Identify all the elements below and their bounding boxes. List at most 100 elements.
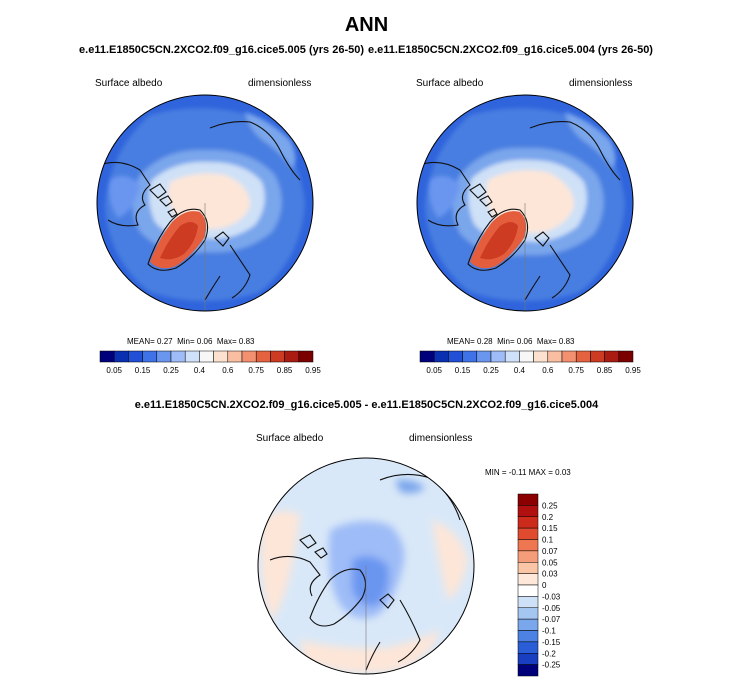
- left-colorbar-swatch-3: [142, 350, 158, 363]
- left-units-label: dimensionless: [248, 78, 312, 89]
- left-colorbar-swatch-4: [156, 350, 172, 363]
- diff-polar-map: [257, 457, 475, 675]
- diff-colorbar-tick-label: -0.25: [542, 661, 561, 670]
- diff-map-positive-west: [261, 511, 300, 620]
- right-map-coast-islands: [469, 183, 498, 218]
- left-min-value: 0.06: [196, 337, 213, 346]
- right-mean-label: MEAN=: [447, 337, 475, 346]
- diff-colorbar-swatch-8: [517, 584, 539, 597]
- diff-map-positive-east: [432, 520, 468, 600]
- left-colorbar-swatch-14: [298, 350, 314, 363]
- left-colorbar: 0.05 0.15 0.25 0.4 0.6 0.75 0.85 0.95: [99, 350, 321, 375]
- diff-colorbar-swatch-1: [517, 505, 539, 517]
- right-colorbar-swatch-8: [533, 350, 549, 363]
- right-mean-value: 0.28: [477, 337, 493, 346]
- right-map-coast-eurasia: [524, 121, 621, 301]
- right-map-coast-canada: [419, 161, 471, 227]
- diff-colorbar-tick-label: -0.1: [542, 627, 556, 636]
- right-colorbar: 0.05 0.15 0.25 0.4 0.6 0.75 0.85 0.95: [419, 350, 641, 375]
- right-map-canada-light: [429, 176, 460, 218]
- diff-max-label: MAX =: [528, 468, 553, 477]
- right-polar-map: [416, 94, 634, 312]
- left-variable-label: Surface albedo: [95, 78, 163, 89]
- left-mean-label: MEAN=: [127, 337, 155, 346]
- left-case-title: e.e11.E1850C5CN.2XCO2.f09_g16.cice5.005 …: [79, 44, 364, 56]
- right-colorbar-swatch-7: [519, 350, 534, 363]
- right-map-greenland-core: [480, 222, 518, 260]
- diff-variable-label: Surface albedo: [256, 433, 324, 444]
- right-colorbar-tick-label: 0.6: [542, 366, 554, 375]
- diff-colorbar-tick-label: 0.1: [542, 536, 554, 545]
- right-min-value: 0.06: [516, 337, 533, 346]
- diff-min-label: MIN =: [485, 468, 507, 477]
- right-case-title: e.e11.E1850C5CN.2XCO2.f09_g16.cice5.004 …: [368, 44, 653, 56]
- left-colorbar-swatch-11: [255, 350, 271, 363]
- diff-colorbar-swatch-11: [517, 618, 539, 631]
- left-map-coast-greenland: [147, 208, 209, 271]
- diff-map-negative-ne: [395, 479, 425, 494]
- diff-units-label: dimensionless: [409, 433, 473, 444]
- left-colorbar-swatch-2: [128, 350, 143, 363]
- right-colorbar-tick-label: 0.75: [568, 366, 584, 375]
- diff-colorbar-swatch-9: [517, 596, 539, 608]
- right-colorbar-swatch-3: [462, 350, 478, 363]
- left-colorbar-swatch-5: [170, 350, 186, 363]
- left-colorbar-tick-label: 0.05: [106, 366, 122, 375]
- right-map-border: [416, 94, 634, 312]
- right-colorbar-swatch-1: [433, 350, 449, 363]
- diff-map-border: [257, 457, 475, 675]
- left-colorbar-swatch-8: [213, 350, 229, 363]
- left-polar-map: [96, 94, 314, 312]
- left-map-coast-islands: [149, 183, 178, 218]
- left-colorbar-tick-label: 0.6: [222, 366, 234, 375]
- diff-colorbar-swatch-3: [517, 527, 539, 540]
- diff-map-coast-canada: [269, 534, 328, 597]
- right-max-label: Max=: [536, 337, 557, 346]
- diff-colorbar-tick-label: 0.2: [542, 513, 554, 522]
- diff-max-value: 0.03: [555, 468, 571, 477]
- left-max-value: 0.83: [238, 337, 255, 346]
- left-map-greenland-core: [160, 222, 198, 260]
- diff-map-negative-core: [352, 556, 389, 606]
- right-units-label: dimensionless: [569, 78, 633, 89]
- diff-colorbar: 0.25 0.2 0.15 0.1 0.07 0.05 0.03 0 -0.03 -0.05 -0.…: [517, 493, 561, 677]
- left-colorbar-swatch-1: [113, 350, 129, 363]
- left-map-border: [96, 94, 314, 312]
- left-colorbar-tick-label: 0.95: [305, 366, 321, 375]
- difference-title: e.e11.E1850C5CN.2XCO2.f09_g16.cice5.005 …: [134, 399, 599, 411]
- right-colorbar-tick-label: 0.95: [625, 366, 641, 375]
- right-colorbar-tick-label: 0.4: [514, 366, 526, 375]
- diff-colorbar-swatch-13: [517, 641, 539, 654]
- right-colorbar-swatch-0: [419, 350, 435, 363]
- right-max-value: 0.83: [558, 337, 575, 346]
- right-map-coast-svalbard: [534, 231, 550, 247]
- left-colorbar-swatch-7: [199, 350, 214, 363]
- right-colorbar-tick-label: 0.25: [483, 366, 499, 375]
- page-title: ANN: [344, 14, 389, 36]
- diff-colorbar-tick-label: 0: [542, 581, 547, 590]
- diff-stats: MIN = -0.11 MAX = 0.03: [485, 468, 571, 477]
- diff-map-coast-svalbard: [379, 593, 395, 609]
- left-map-canada-light: [109, 176, 140, 218]
- diff-colorbar-swatch-5: [517, 550, 539, 563]
- diff-colorbar-tick-label: 0.07: [542, 547, 558, 556]
- diff-colorbar-swatch-10: [517, 607, 539, 620]
- left-colorbar-swatch-0: [99, 350, 115, 363]
- diff-colorbar-tick-label: -0.03: [542, 592, 561, 601]
- left-colorbar-swatch-13: [284, 350, 300, 363]
- left-colorbar-tick-label: 0.85: [277, 366, 293, 375]
- right-stats: MEAN= 0.28 Min= 0.06 Max= 0.83: [447, 337, 575, 346]
- left-colorbar-tick-label: 0.15: [135, 366, 151, 375]
- right-variable-label: Surface albedo: [416, 78, 484, 89]
- right-colorbar-swatch-5: [490, 350, 506, 363]
- right-colorbar-swatch-6: [504, 350, 520, 363]
- diff-colorbar-tick-label: -0.05: [542, 604, 561, 613]
- diff-colorbar-tick-label: 0.05: [542, 558, 558, 567]
- right-colorbar-swatch-10: [561, 350, 577, 363]
- left-colorbar-swatch-9: [227, 350, 243, 363]
- diff-colorbar-tick-label: 0.15: [542, 524, 558, 533]
- diff-colorbar-swatch-12: [517, 630, 539, 643]
- right-colorbar-swatch-2: [448, 350, 463, 363]
- left-colorbar-tick-label: 0.25: [163, 366, 179, 375]
